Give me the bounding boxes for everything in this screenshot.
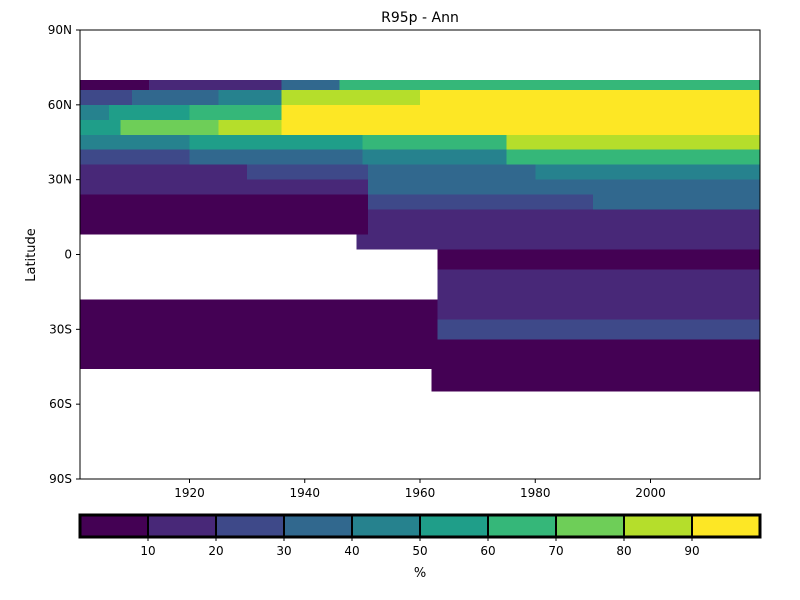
colorbar-tick-label: 70 — [548, 544, 563, 558]
heatmap-cell — [80, 119, 121, 135]
heatmap-cell — [368, 209, 760, 235]
colorbar-tick-label: 10 — [140, 544, 155, 558]
heatmap-cell — [368, 164, 536, 180]
heatmap-cell — [281, 119, 760, 135]
heatmap-cell — [535, 164, 760, 180]
colorbar-tick-label: 90 — [684, 544, 699, 558]
x-tick-label: 1940 — [289, 486, 320, 500]
heatmap-cell — [281, 104, 760, 120]
heatmap-cell — [437, 299, 760, 320]
colorbar-swatch — [691, 514, 761, 538]
heatmap-cells — [80, 79, 760, 392]
x-axis-ticks: 1920 1940 1960 1980 2000 — [174, 479, 666, 500]
heatmap-cell — [437, 319, 760, 340]
colorbar-swatch — [487, 514, 557, 538]
heatmap-cell — [149, 79, 282, 90]
colorbar-swatch — [351, 514, 421, 538]
heatmap-cell — [218, 119, 282, 135]
colorbar-swatch — [419, 514, 489, 538]
heatmap-cell — [80, 164, 248, 180]
y-axis-ticks: 90N 60N 30N 0 30S 60S 90S — [48, 23, 80, 486]
colorbar-tick-label: 80 — [616, 544, 631, 558]
y-tick-label: 60S — [49, 397, 72, 411]
x-tick-label: 2000 — [635, 486, 666, 500]
heatmap-cell — [80, 149, 190, 165]
heatmap-cell — [120, 119, 219, 135]
heatmap-cell — [437, 269, 760, 300]
colorbar-tick-label: 20 — [208, 544, 223, 558]
colorbar-swatch — [555, 514, 625, 538]
y-tick-label: 0 — [64, 248, 72, 262]
heatmap-cell — [339, 79, 760, 90]
colorbar-ticks: 10 20 30 40 50 60 70 80 90 — [140, 537, 700, 558]
heatmap-cell — [80, 194, 369, 210]
heatmap-cell — [368, 179, 760, 195]
heatmap-cell — [247, 164, 369, 180]
heatmap-cell — [80, 89, 132, 105]
y-tick-label: 90S — [49, 472, 72, 486]
x-tick-label: 1980 — [520, 486, 551, 500]
heatmap-cell — [80, 319, 438, 370]
heatmap-cell — [506, 134, 760, 150]
colorbar-swatches — [78, 513, 762, 539]
colorbar-label: % — [414, 566, 426, 581]
heatmap-cell — [80, 104, 109, 120]
x-tick-label: 1960 — [405, 486, 436, 500]
heatmap-cell — [437, 249, 760, 270]
y-tick-label: 30N — [48, 173, 72, 187]
colorbar-swatch — [79, 514, 149, 538]
colorbar-tick-label: 40 — [344, 544, 359, 558]
heatmap-cell — [80, 79, 150, 90]
colorbar-tick-label: 30 — [276, 544, 291, 558]
heatmap-cell — [131, 89, 219, 105]
heatmap-cell — [80, 134, 190, 150]
heatmap-cell — [80, 209, 369, 235]
plot-area — [79, 29, 761, 480]
colorbar-swatch — [283, 514, 353, 538]
heatmap-cell — [362, 134, 507, 150]
heatmap-cell — [281, 79, 340, 90]
colorbar-tick-label: 50 — [412, 544, 427, 558]
colorbar-swatch — [147, 514, 217, 538]
x-tick-label: 1920 — [174, 486, 205, 500]
colorbar-swatch — [623, 514, 693, 538]
colorbar: 10 20 30 40 50 60 70 80 90 % — [78, 513, 762, 581]
y-tick-label: 60N — [48, 98, 72, 112]
heatmap-cell — [356, 234, 760, 250]
chart-title: R95p - Ann — [381, 10, 459, 26]
heatmap-cell — [506, 149, 760, 165]
heatmap-cell — [368, 194, 593, 210]
heatmap-cell — [189, 104, 282, 120]
heatmap-cell — [592, 194, 760, 210]
heatmap-cell — [362, 149, 507, 165]
y-axis-label: Latitude — [24, 228, 39, 282]
heatmap-cell — [189, 134, 363, 150]
y-tick-label: 90N — [48, 23, 72, 37]
y-tick-label: 30S — [49, 322, 72, 336]
heatmap-cell — [80, 179, 369, 195]
heatmap-cell — [189, 149, 363, 165]
heatmap-cell — [420, 89, 760, 105]
colorbar-swatch — [215, 514, 285, 538]
heatmap-cell — [431, 369, 760, 392]
heatmap-cell — [437, 339, 760, 370]
heatmap-cell — [108, 104, 190, 120]
heatmap-cell — [281, 89, 420, 105]
heatmap-cell — [218, 89, 282, 105]
colorbar-tick-label: 60 — [480, 544, 495, 558]
heatmap-cell — [80, 299, 438, 320]
